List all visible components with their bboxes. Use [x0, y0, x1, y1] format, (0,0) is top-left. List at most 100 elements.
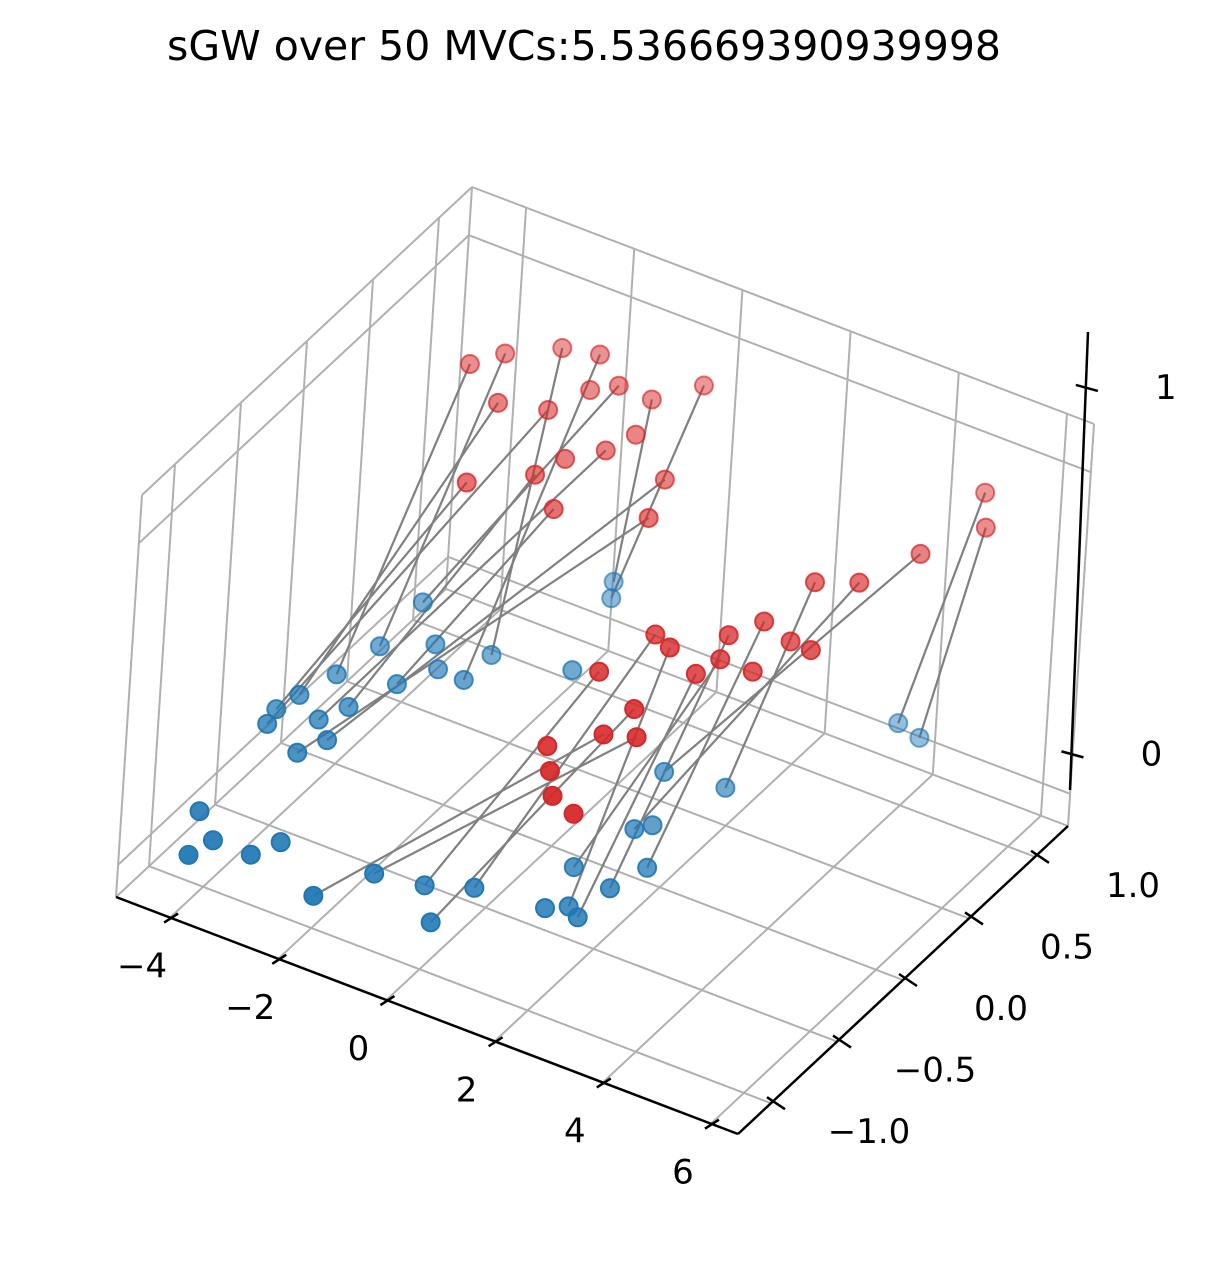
red-point	[624, 699, 645, 720]
red-point	[659, 637, 680, 658]
z-tick-label: 0	[1141, 734, 1163, 774]
x-grid-line	[499, 207, 528, 610]
match-line	[423, 671, 600, 887]
red-point	[580, 380, 601, 401]
red-point	[654, 469, 675, 490]
red-point	[975, 517, 996, 538]
red-point	[800, 640, 821, 661]
blue-point	[637, 857, 658, 878]
red-point	[537, 736, 558, 757]
blue-point	[909, 727, 930, 748]
blue-point	[189, 801, 210, 822]
z-tick-label: 1	[1155, 368, 1177, 408]
pane-edge	[115, 494, 143, 898]
grid-lines	[115, 186, 1095, 1125]
blue-point	[289, 684, 310, 705]
blue-point	[202, 830, 223, 851]
y-tick-label: −1.0	[828, 1112, 911, 1152]
blue-point	[425, 634, 446, 655]
y-tick	[964, 911, 984, 926]
y-tick	[898, 972, 918, 988]
match-line	[576, 673, 697, 918]
z-axis-line	[1068, 331, 1090, 791]
match-line	[663, 553, 922, 773]
y-axis-line	[737, 825, 1069, 1135]
red-point	[910, 543, 931, 564]
match-line	[317, 449, 607, 721]
pane-edge	[471, 186, 1095, 425]
x-grid-line	[931, 372, 960, 775]
red-point	[693, 375, 714, 396]
match-line	[646, 621, 766, 869]
x-tick	[379, 994, 396, 1007]
y-tick-label: −0.5	[894, 1051, 977, 1091]
blue-point	[178, 844, 199, 865]
blue-point	[481, 644, 502, 665]
scatter-points	[178, 338, 996, 933]
blue-point	[420, 912, 441, 933]
y-grid-line	[148, 865, 772, 1105]
red-point	[710, 649, 731, 670]
red-point	[608, 375, 629, 396]
blue-point	[563, 857, 584, 878]
blue-point	[599, 878, 620, 899]
red-point	[538, 399, 559, 420]
match-line	[266, 409, 549, 725]
y-grid-line	[280, 742, 904, 981]
x-tick-label: 6	[672, 1153, 694, 1193]
blue-point	[326, 664, 347, 685]
blue-point	[624, 819, 645, 840]
blue-point	[562, 660, 583, 681]
z-grid-line	[468, 234, 1092, 474]
blue-point	[303, 885, 324, 906]
x-grid-line	[1039, 413, 1068, 816]
match-lines	[266, 347, 987, 924]
red-point	[595, 440, 616, 461]
blue-point	[287, 742, 308, 763]
axes	[115, 331, 1099, 1136]
x-tick-label: 2	[456, 1070, 478, 1110]
red-point	[495, 343, 516, 364]
x-grid-line	[715, 289, 744, 693]
blue-point	[257, 713, 278, 734]
x-tick	[596, 1077, 612, 1089]
x-tick-label: −4	[117, 947, 167, 987]
y-grid-line	[148, 464, 176, 867]
red-point	[589, 661, 610, 682]
blue-point	[364, 863, 385, 884]
red-point	[589, 344, 610, 365]
blue-point	[601, 588, 622, 609]
x-tick-label: 0	[348, 1029, 370, 1069]
red-point	[685, 663, 706, 684]
red-point	[754, 611, 775, 632]
blue-point	[414, 875, 435, 896]
match-line	[567, 647, 671, 907]
match-line	[312, 733, 605, 897]
red-point	[625, 424, 646, 445]
red-point	[849, 572, 870, 593]
z-tick	[1061, 750, 1084, 759]
red-point	[539, 760, 560, 781]
red-point	[742, 661, 763, 682]
x-axis-line	[115, 895, 739, 1136]
match-line	[298, 402, 499, 696]
match-line	[275, 481, 468, 710]
blue-point	[654, 761, 675, 782]
match-line	[608, 634, 730, 889]
x-tick	[271, 953, 287, 965]
blue-point	[603, 571, 624, 592]
y-grid-line	[412, 618, 1036, 858]
red-point	[543, 499, 564, 520]
z-grid-line	[138, 234, 470, 544]
chart-title: sGW over 50 MVCs:5.536669390939998	[167, 22, 1001, 70]
pane-edge	[445, 588, 1069, 827]
match-line	[610, 385, 705, 599]
match-line	[612, 399, 653, 583]
match-line	[918, 527, 987, 739]
y-tick	[1030, 849, 1050, 864]
y-grid-line	[214, 803, 838, 1043]
x-tick	[487, 1036, 504, 1048]
red-point	[459, 354, 480, 375]
red-point	[542, 785, 563, 806]
match-line	[326, 478, 666, 741]
